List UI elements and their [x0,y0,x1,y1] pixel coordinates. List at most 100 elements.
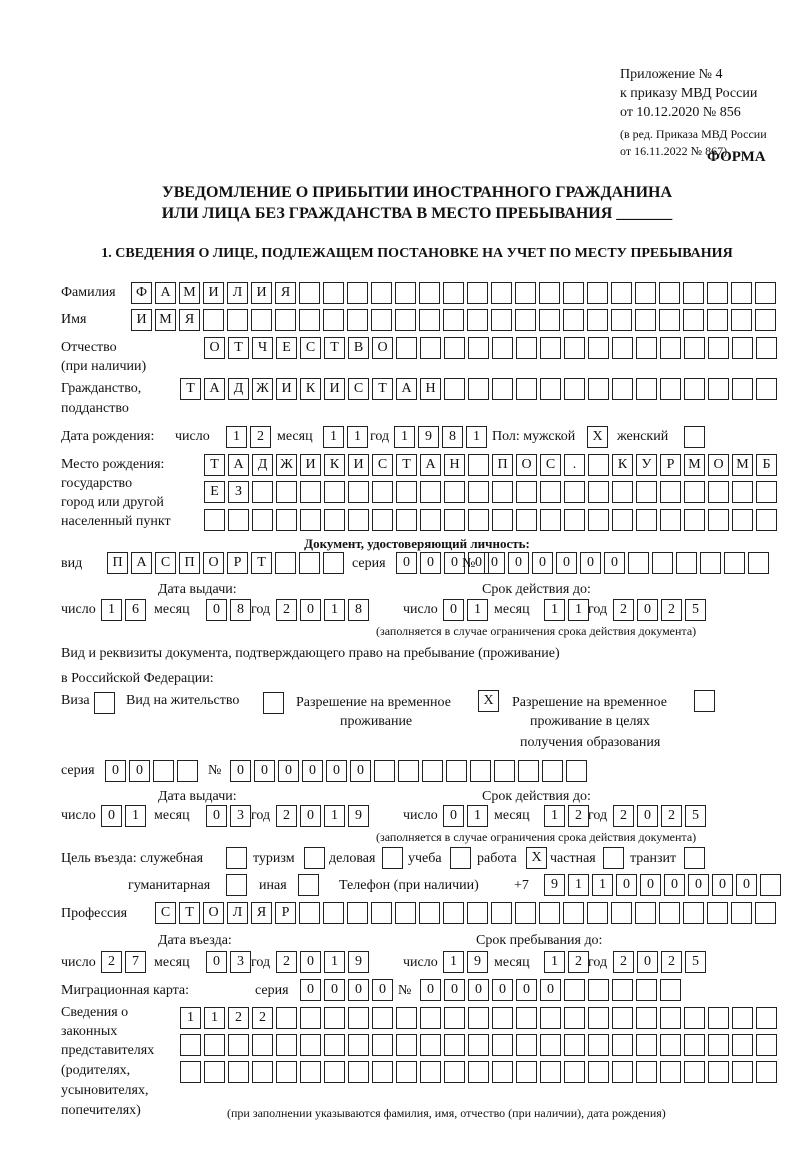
char-cell[interactable] [660,337,681,359]
char-cell[interactable] [396,481,417,503]
char-cell[interactable]: Т [228,337,249,359]
char-cell[interactable]: 0 [420,552,441,574]
char-cell[interactable] [659,902,680,924]
char-cell[interactable] [708,337,729,359]
sex-male-checkbox[interactable]: X [587,426,608,448]
char-cell[interactable] [611,282,632,304]
char-cell[interactable] [515,902,536,924]
char-cell[interactable] [564,481,585,503]
char-cell[interactable]: И [300,454,321,476]
char-cell[interactable] [444,1061,465,1083]
char-cell[interactable]: 1 [101,599,122,621]
char-cell[interactable] [299,282,320,304]
char-cell[interactable] [588,1061,609,1083]
char-cell[interactable]: Т [204,454,225,476]
char-cell[interactable] [732,337,753,359]
char-cell[interactable]: Ф [131,282,152,304]
char-cell[interactable]: К [612,454,633,476]
char-cell[interactable]: 3 [230,805,251,827]
char-cell[interactable] [324,1007,345,1029]
char-cell[interactable] [252,481,273,503]
char-cell[interactable] [516,378,537,400]
char-cell[interactable] [323,309,344,331]
char-cell[interactable] [491,309,512,331]
char-cell[interactable] [467,902,488,924]
char-cell[interactable]: 1 [544,805,565,827]
char-cell[interactable] [467,282,488,304]
char-cell[interactable]: 0 [206,951,227,973]
char-cell[interactable] [684,426,705,448]
char-cell[interactable] [587,282,608,304]
char-cell[interactable]: 2 [568,805,589,827]
char-cell[interactable]: 0 [302,760,323,782]
char-cell[interactable] [492,481,513,503]
char-cell[interactable] [564,509,585,531]
char-cell[interactable] [323,282,344,304]
char-cell[interactable] [564,1061,585,1083]
char-cell[interactable] [468,378,489,400]
char-cell[interactable] [515,282,536,304]
purpose-humanitarian-checkbox[interactable] [226,874,247,896]
char-cell[interactable]: 5 [685,951,706,973]
char-cell[interactable]: 1 [347,426,368,448]
char-cell[interactable]: 0 [254,760,275,782]
char-cell[interactable] [494,760,515,782]
char-cell[interactable] [300,1061,321,1083]
char-cell[interactable] [395,309,416,331]
char-cell[interactable]: Р [227,552,248,574]
char-cell[interactable]: И [251,282,272,304]
char-cell[interactable] [300,481,321,503]
char-cell[interactable]: 0 [516,979,537,1001]
char-cell[interactable] [564,337,585,359]
char-cell[interactable] [263,692,284,714]
char-cell[interactable]: Е [204,481,225,503]
char-cell[interactable] [180,1034,201,1056]
char-cell[interactable] [755,282,776,304]
char-cell[interactable] [396,337,417,359]
char-cell[interactable] [732,509,753,531]
char-cell[interactable] [444,337,465,359]
char-cell[interactable]: 0 [637,951,658,973]
char-cell[interactable]: 0 [508,552,529,574]
char-cell[interactable] [443,282,464,304]
purpose-other-checkbox[interactable] [298,874,319,896]
char-cell[interactable] [708,1061,729,1083]
char-cell[interactable]: Т [179,902,200,924]
char-cell[interactable] [611,902,632,924]
char-cell[interactable] [684,1061,705,1083]
char-cell[interactable] [588,337,609,359]
char-cell[interactable]: 1 [568,599,589,621]
char-cell[interactable]: 0 [396,552,417,574]
char-cell[interactable] [587,309,608,331]
char-cell[interactable] [684,481,705,503]
char-cell[interactable] [756,509,777,531]
char-cell[interactable] [470,760,491,782]
char-cell[interactable]: А [396,378,417,400]
char-cell[interactable]: И [131,309,152,331]
char-cell[interactable]: 0 [444,979,465,1001]
char-cell[interactable] [443,309,464,331]
char-cell[interactable] [700,552,721,574]
char-cell[interactable] [756,1034,777,1056]
char-cell[interactable]: 0 [300,979,321,1001]
char-cell[interactable] [348,1007,369,1029]
char-cell[interactable]: 1 [443,951,464,973]
char-cell[interactable] [420,509,441,531]
char-cell[interactable] [708,481,729,503]
char-cell[interactable] [612,378,633,400]
char-cell[interactable]: Т [372,378,393,400]
purpose-service-checkbox[interactable] [226,847,247,869]
